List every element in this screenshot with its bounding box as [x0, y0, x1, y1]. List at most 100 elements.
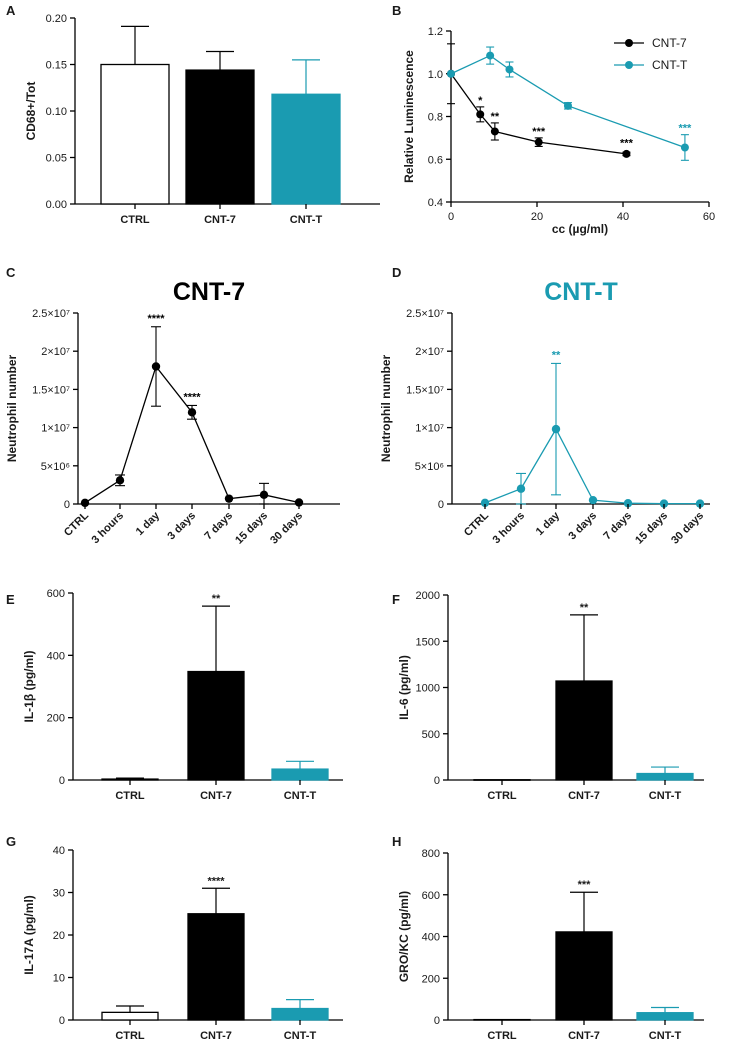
x-tick-label-c: CTRL [62, 509, 91, 538]
y-tick-label-d: 1×10⁷ [415, 423, 444, 435]
x-tick-label-c: 3 hours [90, 510, 127, 547]
data-point-d [516, 484, 526, 493]
x-tick-label-f: CNT-T [649, 790, 682, 802]
data-point-d [695, 499, 705, 508]
significance-b: *** [678, 123, 692, 135]
legend-marker-cnt-7 [625, 39, 633, 47]
x-tick-label-e: CNT-7 [200, 790, 232, 802]
series-line-cnt-t [450, 54, 686, 149]
panel-label-h: H [392, 834, 401, 849]
data-point-c [151, 362, 161, 371]
y-tick-label-f: 0 [434, 775, 440, 787]
bar-e-cnt-7 [187, 670, 245, 781]
y-tick-label-h: 0 [434, 1015, 440, 1027]
y-tick-label-c: 1×10⁷ [41, 423, 70, 435]
y-tick-label-c: 2.5×10⁷ [32, 308, 70, 320]
y-tick-label-b: 0.6 [428, 154, 443, 166]
data-point-c [187, 408, 197, 417]
y-tick-label-g: 10 [53, 973, 65, 985]
y-tick-label-b: 0.8 [428, 112, 443, 124]
significance-b: *** [532, 126, 546, 138]
y-axis-label-e: IL-1β (pg/ml) [22, 651, 36, 723]
y-axis-label-g: IL-17A (pg/ml) [22, 895, 36, 975]
data-point-c [115, 476, 125, 485]
y-tick-label-c: 0 [64, 499, 70, 511]
y-tick-label-b: 1.2 [428, 26, 443, 38]
y-tick-label-a: 0.00 [46, 199, 67, 211]
y-tick-label-h: 800 [422, 848, 440, 860]
bar-g-cnt-7 [187, 913, 245, 1021]
x-tick-label-h: CTRL [487, 1030, 517, 1042]
panel-label-f: F [392, 592, 400, 607]
data-point-cnt-t [563, 101, 572, 110]
data-point-cnt-7 [476, 110, 485, 119]
y-tick-label-a: 0.05 [46, 153, 67, 165]
x-tick-label-f: CNT-7 [568, 790, 600, 802]
x-tick-label-d: 1 day [534, 509, 563, 538]
x-tick-label-b: 60 [703, 211, 715, 223]
significance-f: ** [580, 602, 589, 614]
bar-a-ctrl [100, 63, 170, 205]
y-tick-label-h: 600 [422, 890, 440, 902]
x-tick-label-b: 20 [531, 211, 543, 223]
series-line-d [484, 427, 700, 505]
y-axis-label-a: CD68+/Tot [24, 82, 38, 141]
x-tick-label-g: CNT-T [284, 1030, 317, 1042]
bar-e-ctrl [101, 778, 159, 781]
y-tick-label-g: 0 [59, 1015, 65, 1027]
data-point-cnt-t [680, 143, 689, 152]
y-tick-label-c: 1.5×10⁷ [32, 384, 70, 396]
significance-c: **** [147, 313, 165, 325]
data-point-cnt-7 [534, 138, 543, 147]
x-tick-label-h: CNT-7 [568, 1030, 600, 1042]
y-tick-label-e: 0 [59, 775, 65, 787]
bar-a-cnt-t [271, 93, 341, 205]
significance-d: ** [552, 349, 561, 361]
x-tick-label-h: CNT-T [649, 1030, 682, 1042]
x-tick-label-f: CTRL [487, 790, 517, 802]
significance-c: **** [183, 391, 201, 403]
data-point-cnt-t [505, 65, 514, 74]
y-tick-label-e: 200 [47, 713, 65, 725]
x-tick-label-g: CTRL [115, 1030, 145, 1042]
x-tick-label-b: 40 [617, 211, 629, 223]
y-axis-label-d: Neutrophil number [379, 355, 393, 463]
y-tick-label-e: 600 [47, 588, 65, 600]
y-tick-label-f: 500 [422, 729, 440, 741]
x-tick-label-d: CTRL [462, 509, 491, 538]
x-tick-label-d: 30 days [669, 510, 706, 547]
panel-label-g: G [6, 834, 16, 849]
y-tick-label-g: 40 [53, 845, 65, 857]
data-point-d [623, 499, 633, 508]
data-point-d [480, 498, 490, 508]
bar-f-cnt-t [636, 772, 694, 781]
x-tick-label-c: 1 day [134, 509, 163, 538]
y-tick-label-d: 2.5×10⁷ [406, 308, 444, 320]
bar-a-cnt-7 [185, 69, 255, 205]
panel-label-d: D [392, 265, 401, 280]
chart-title-c: CNT-7 [173, 278, 245, 306]
legend-label-cnt-7: CNT-7 [652, 36, 687, 50]
x-tick-label-d: 15 days [633, 510, 670, 547]
x-tick-label-a: CNT-T [290, 214, 323, 226]
panel-label-a: A [6, 3, 16, 18]
data-point-d [588, 495, 598, 505]
y-tick-label-e: 400 [47, 650, 65, 662]
significance-b: ** [491, 111, 500, 123]
x-tick-label-e: CTRL [115, 790, 145, 802]
data-point-d [551, 424, 561, 434]
y-tick-label-c: 5×10⁶ [41, 461, 70, 473]
data-point-cnt-7 [490, 127, 499, 136]
x-tick-label-d: 3 days [566, 510, 599, 543]
y-tick-label-b: 1.0 [428, 69, 443, 81]
y-axis-label-f: IL-6 (pg/ml) [397, 655, 411, 720]
x-tick-label-a: CTRL [120, 214, 150, 226]
data-point-cnt-t [486, 51, 495, 60]
chart-title-d: CNT-T [544, 278, 618, 306]
x-tick-label-c: 30 days [268, 510, 305, 547]
x-tick-label-c: 7 days [202, 510, 235, 543]
data-point-c [224, 494, 234, 503]
y-axis-label-b: Relative Luminescence [402, 50, 416, 183]
y-tick-label-a: 0.15 [46, 60, 67, 72]
